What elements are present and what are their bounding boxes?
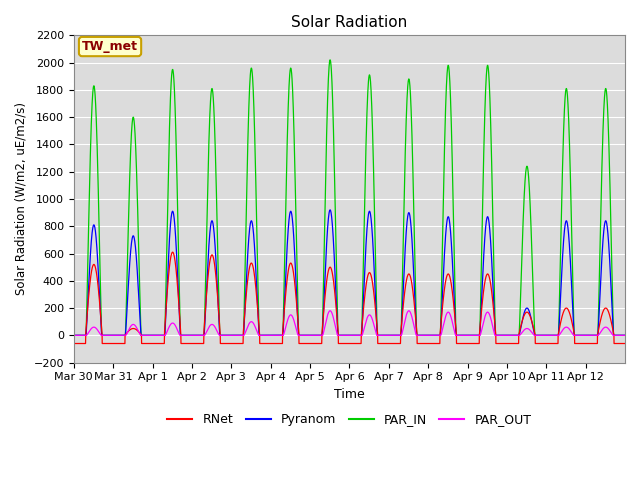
PAR_OUT — [515, 333, 522, 338]
Y-axis label: Solar Radiation (W/m2, uE/m2/s): Solar Radiation (W/m2, uE/m2/s) — [15, 102, 28, 296]
RNet — [419, 341, 426, 347]
PAR_OUT — [361, 322, 369, 328]
RNet — [145, 341, 153, 347]
Pyranom — [145, 333, 153, 338]
PAR_IN — [362, 175, 369, 181]
Pyranom — [621, 333, 629, 338]
PAR_OUT — [405, 308, 413, 313]
Pyranom — [362, 258, 369, 264]
Line: PAR_IN: PAR_IN — [74, 60, 625, 336]
X-axis label: Time: Time — [334, 388, 365, 401]
RNet — [70, 341, 77, 347]
Text: TW_met: TW_met — [82, 40, 138, 53]
PAR_IN — [70, 333, 77, 338]
Title: Solar Radiation: Solar Radiation — [291, 15, 408, 30]
Pyranom — [431, 333, 439, 338]
Pyranom — [515, 333, 522, 338]
RNet — [515, 341, 522, 347]
PAR_IN — [614, 333, 622, 338]
PAR_OUT — [614, 333, 622, 338]
PAR_OUT — [419, 333, 426, 338]
PAR_IN — [326, 57, 334, 63]
Pyranom — [326, 207, 334, 213]
RNet — [362, 289, 369, 295]
Pyranom — [419, 333, 426, 338]
PAR_OUT — [145, 333, 153, 338]
PAR_IN — [145, 333, 153, 338]
Pyranom — [70, 333, 77, 338]
Line: Pyranom: Pyranom — [74, 210, 625, 336]
PAR_OUT — [621, 333, 629, 338]
Legend: RNet, Pyranom, PAR_IN, PAR_OUT: RNet, Pyranom, PAR_IN, PAR_OUT — [163, 408, 536, 431]
PAR_IN — [419, 333, 426, 338]
RNet — [614, 341, 622, 347]
PAR_OUT — [70, 333, 77, 338]
RNet — [169, 249, 177, 255]
PAR_IN — [515, 333, 522, 338]
RNet — [621, 341, 629, 347]
PAR_IN — [431, 333, 439, 338]
Pyranom — [614, 333, 622, 338]
Line: PAR_OUT: PAR_OUT — [74, 311, 625, 336]
RNet — [431, 341, 439, 347]
PAR_IN — [621, 333, 629, 338]
Line: RNet: RNet — [74, 252, 625, 344]
PAR_OUT — [431, 333, 439, 338]
